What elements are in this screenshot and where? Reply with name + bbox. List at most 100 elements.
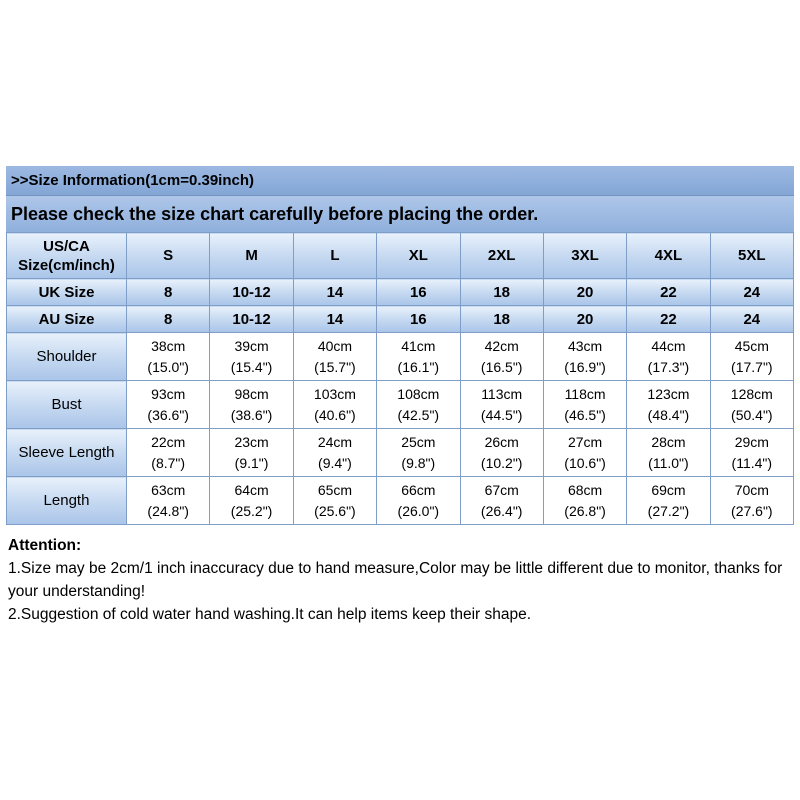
measurement-cm: 108cm xyxy=(397,385,440,402)
measurement-inch: (26.0") xyxy=(397,502,440,519)
measurement-inch: (9.8") xyxy=(401,454,436,471)
measurement-inch: (26.8") xyxy=(564,502,606,519)
measurement-cell: 28cm (11.0") xyxy=(626,428,711,477)
table-header-row: US/CA Size(cm/inch) S M L XL 2XL 3XL 4XL 5XL xyxy=(6,232,795,279)
size-value-cell: 10-12 xyxy=(209,305,294,333)
measurement-inch: (42.5") xyxy=(397,406,440,423)
measurement-cm: 38cm xyxy=(151,337,186,354)
size-chart-page: >>Size Information(1cm=0.39inch) Please … xyxy=(6,166,795,626)
measurement-inch: (25.6") xyxy=(314,502,356,519)
row-label: Bust xyxy=(6,380,127,429)
size-value-cell: 24 xyxy=(709,305,795,333)
measurement-cm: 43cm xyxy=(567,337,603,354)
measurement-cm: 24cm xyxy=(317,433,353,450)
size-value-cell: 8 xyxy=(125,305,211,333)
header-cell-size: 3XL xyxy=(542,232,628,279)
row-label: Sleeve Length xyxy=(6,428,127,477)
measurement-cell: 38cm (15.0") xyxy=(125,332,211,381)
row-label: UK Size xyxy=(6,278,127,306)
measurement-inch: (17.3") xyxy=(647,358,690,375)
measurement-inch: (10.6") xyxy=(564,454,606,471)
header-cell-size: 5XL xyxy=(709,232,795,279)
measurement-cm: 44cm xyxy=(651,337,686,354)
measurement-cm: 69cm xyxy=(651,481,686,498)
measurement-cell: 22cm (8.7") xyxy=(125,428,211,477)
attention-title: Attention: xyxy=(8,537,82,554)
measurement-inch: (9.4") xyxy=(318,454,352,471)
measurement-inch: (10.2") xyxy=(480,454,523,471)
measurement-cm: 39cm xyxy=(234,337,269,354)
measurement-inch: (16.9") xyxy=(564,358,606,375)
attention-section: Attention: 1.Size may be 2cm/1 inch inac… xyxy=(6,534,794,626)
measurement-cm: 113cm xyxy=(481,385,523,402)
measurement-cm: 64cm xyxy=(234,481,269,498)
size-value-cell: 22 xyxy=(626,305,711,333)
measurement-inch: (17.7") xyxy=(731,358,773,375)
measurement-cm: 98cm xyxy=(234,385,269,402)
size-info-header-bar: >>Size Information(1cm=0.39inch) xyxy=(6,166,794,196)
measurement-inch: (38.6") xyxy=(230,406,273,423)
measurement-cm: 41cm xyxy=(401,337,436,354)
size-value-cell: 18 xyxy=(459,278,544,306)
measurement-cm: 27cm xyxy=(567,433,603,450)
measurement-cm: 70cm xyxy=(734,481,769,498)
measurement-cell: 45cm (17.7") xyxy=(709,332,795,381)
measurement-inch: (44.5") xyxy=(480,406,523,423)
measurement-cell: 40cm (15.7") xyxy=(292,332,378,381)
attention-line-1: 1.Size may be 2cm/1 inch inaccuracy due … xyxy=(8,560,783,600)
header-cell-size: 2XL xyxy=(459,232,544,279)
measurement-cell: 98cm (38.6") xyxy=(209,380,294,429)
size-chart-notice-text: Please check the size chart carefully be… xyxy=(11,203,539,224)
measurement-inch: (50.4") xyxy=(731,406,773,423)
measurement-cm: 25cm xyxy=(401,433,436,450)
measurement-cell: 27cm (10.6") xyxy=(542,428,628,477)
measurement-cm: 67cm xyxy=(484,481,519,498)
table-row: Length 63cm (24.8") 64cm (25.2") 65cm (25.6") 6… xyxy=(6,476,795,525)
measurement-cell: 29cm (11.4") xyxy=(709,428,795,477)
measurement-inch: (46.5") xyxy=(564,406,606,423)
measurement-cm: 26cm xyxy=(484,433,519,450)
measurement-inch: (16.5") xyxy=(480,358,523,375)
measurement-cell: 39cm (15.4") xyxy=(209,332,294,381)
measurement-inch: (15.0") xyxy=(147,358,189,375)
header-cell-us-ca: US/CA Size(cm/inch) xyxy=(6,232,127,279)
size-table-body: US/CA Size(cm/inch) S M L XL 2XL 3XL 4XL 5XL UK Si… xyxy=(6,232,795,525)
measurement-cell: 69cm (27.2") xyxy=(626,476,711,525)
measurement-cm: 68cm xyxy=(567,481,603,498)
measurement-inch: (36.6") xyxy=(147,406,189,423)
measurement-inch: (26.4") xyxy=(480,502,523,519)
measurement-cell: 118cm (46.5") xyxy=(542,380,628,429)
measurement-cell: 26cm (10.2") xyxy=(459,428,544,477)
measurement-inch: (9.1") xyxy=(234,454,269,471)
size-value-cell: 24 xyxy=(709,278,795,306)
measurement-cm: 28cm xyxy=(651,433,686,450)
header-cell-size: S xyxy=(125,232,211,279)
table-row: Sleeve Length 22cm (8.7") 23cm (9.1") 24cm (9.… xyxy=(6,428,795,477)
measurement-cm: 23cm xyxy=(234,433,269,450)
measurement-cell: 64cm (25.2") xyxy=(209,476,294,525)
measurement-cm: 128cm xyxy=(730,385,773,402)
measurement-cm: 65cm xyxy=(317,481,353,498)
size-value-cell: 18 xyxy=(459,305,544,333)
size-chart-notice-bar: Please check the size chart carefully be… xyxy=(6,196,794,232)
measurement-cell: 43cm (16.9") xyxy=(542,332,628,381)
measurement-cell: 44cm (17.3") xyxy=(626,332,711,381)
table-row: Shoulder 38cm (15.0") 39cm (15.4") 40cm (15.7"… xyxy=(6,332,795,381)
measurement-inch: (15.4") xyxy=(230,358,273,375)
measurement-inch: (27.6") xyxy=(731,502,773,519)
measurement-inch: (8.7") xyxy=(151,454,186,471)
header-cell-size: L xyxy=(292,232,378,279)
row-label: AU Size xyxy=(6,305,127,333)
measurement-cell: 128cm (50.4") xyxy=(709,380,795,429)
measurement-cell: 70cm (27.6") xyxy=(709,476,795,525)
measurement-cell: 24cm (9.4") xyxy=(292,428,378,477)
measurement-cell: 67cm (26.4") xyxy=(459,476,544,525)
measurement-inch: (15.7") xyxy=(314,358,356,375)
measurement-inch: (25.2") xyxy=(230,502,273,519)
header-cell-size: M xyxy=(209,232,294,279)
size-info-title: >>Size Information(1cm=0.39inch) xyxy=(11,172,254,189)
measurement-cell: 123cm (48.4") xyxy=(626,380,711,429)
size-table: US/CA Size(cm/inch) S M L XL 2XL 3XL 4XL 5XL UK Si… xyxy=(6,232,795,525)
header-cell-size: 4XL xyxy=(626,232,711,279)
table-row: AU Size 8 10-12 14 16 18 20 22 24 xyxy=(6,305,795,333)
